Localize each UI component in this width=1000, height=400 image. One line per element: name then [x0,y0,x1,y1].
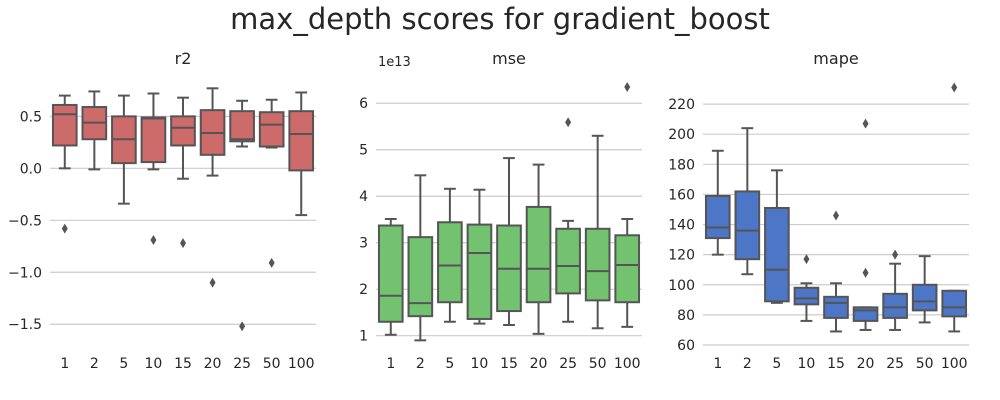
y-tick-label: 2 [359,282,368,298]
y-tick-label: 60 [677,338,695,354]
box [584,227,611,302]
outlier-point [268,257,275,268]
x-tick-label: 5 [445,356,454,372]
outlier-point [239,321,246,332]
y-tick-label: 80 [677,308,695,324]
box [734,190,761,261]
box [407,236,434,318]
x-tick-label: 25 [559,356,577,372]
y-tick-label: 160 [668,187,695,203]
y-tick-label: 220 [668,97,695,113]
x-tick-label: 5 [772,356,781,372]
figure-title: max_depth scores for gradient_boost [230,2,770,36]
box [51,103,78,147]
x-tick-label: 2 [90,356,99,372]
outlier-point [150,235,157,246]
box [614,234,641,304]
outlier-point [61,223,68,234]
x-tick-label: 25 [886,356,904,372]
x-tick-label: 10 [798,356,816,372]
outlier-point [565,117,572,128]
x-tick-label: 50 [916,356,934,372]
x-tick-label: 15 [827,356,845,372]
x-tick-label: 100 [614,356,641,372]
panel-title: mse [492,49,526,68]
box [229,110,255,143]
y-tick-label: 100 [668,278,695,294]
outlier-point [862,267,869,278]
x-tick-label: 10 [471,356,489,372]
box [437,221,463,304]
box [911,283,938,312]
y-tick-label: 1 [359,329,368,345]
outlier-point [624,81,631,92]
x-tick-label: 20 [857,356,875,372]
y-tick-label: −0.5 [8,213,42,229]
y-tick-label: −1.0 [8,265,42,281]
box [258,111,285,148]
box [466,223,493,320]
x-tick-label: 100 [941,356,968,372]
y-tick-label: 5 [359,143,368,159]
x-tick-label: 20 [204,356,222,372]
box [377,224,404,323]
y-tick-label: 140 [668,218,695,234]
box [882,292,908,319]
box [525,205,552,304]
outlier-point [833,210,839,221]
box [170,115,196,147]
x-tick-label: 10 [145,356,163,372]
y-tick-label: 0.5 [20,109,42,125]
outlier-point [862,118,869,129]
panel-title: r2 [175,49,192,68]
x-tick-label: 20 [530,356,548,372]
box [941,289,968,318]
x-tick-label: 5 [119,356,128,372]
outlier-point [951,82,958,93]
outlier-point [180,238,186,249]
x-tick-label: 2 [743,356,752,372]
x-tick-label: 1 [386,356,395,372]
x-tick-label: 50 [263,356,281,372]
x-tick-label: 1 [713,356,722,372]
x-tick-label: 1 [60,356,69,372]
outlier-point [209,277,216,288]
box [823,295,849,319]
outlier-point [803,254,810,265]
box [140,116,167,164]
y-tick-label: −1.5 [8,317,42,333]
y-tick-label: 180 [668,157,695,173]
box [764,206,790,303]
x-tick-label: 100 [288,356,315,372]
y-tick-label: 200 [668,127,695,143]
x-tick-label: 2 [416,356,425,372]
box [793,286,820,306]
y-tick-label: 120 [668,248,695,264]
outlier-point [892,249,899,260]
y-tick-label: 4 [359,189,368,205]
box [288,110,315,172]
box [704,194,731,240]
y-tick-label: 0.0 [20,161,42,177]
y-tick-label: 3 [359,236,368,252]
x-tick-label: 50 [589,356,607,372]
panel-title: mape [813,49,858,68]
y-offset-label: 1e13 [378,55,411,70]
x-tick-label: 15 [174,356,192,372]
y-tick-label: 6 [359,96,368,112]
x-tick-label: 15 [500,356,518,372]
box [555,227,581,295]
x-tick-label: 25 [233,356,251,372]
